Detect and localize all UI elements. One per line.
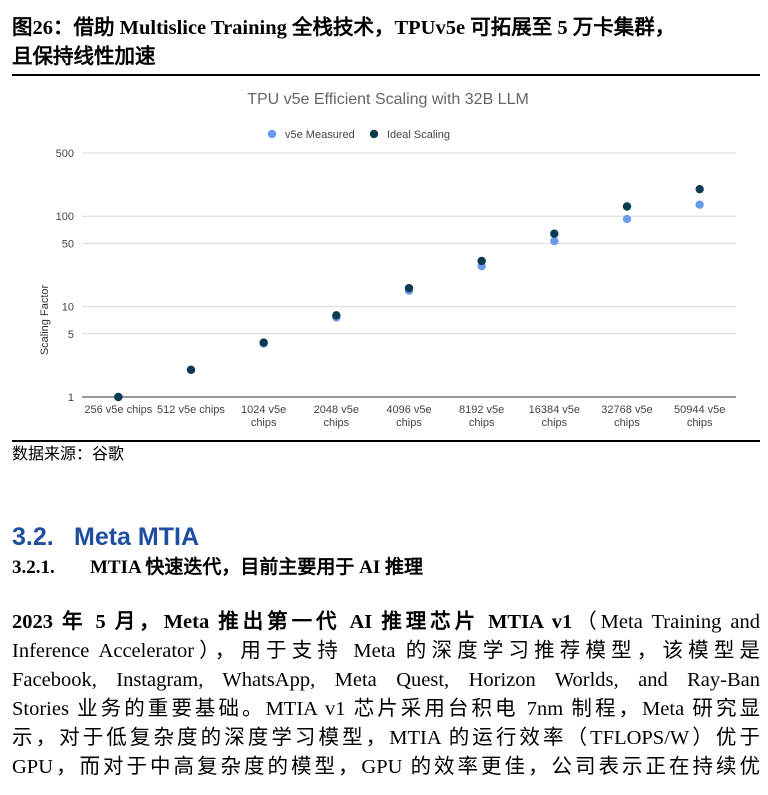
scaling-chart: TPU v5e Efficient Scaling with 32B LLM v…: [39, 91, 736, 429]
ideal-point: [404, 283, 414, 293]
legend-marker: [267, 129, 277, 139]
y-tick-label: 50: [62, 238, 74, 250]
paragraph-line-1: 2023 年 5 月，Meta 推出第一代 AI 推理芯片 MTIA v1（Me…: [12, 608, 760, 637]
figure-bottom-rule: [12, 440, 760, 442]
ideal-point: [695, 184, 704, 194]
y-axis-ticks: 1 5 10 50 100 500: [56, 148, 74, 404]
body-paragraph: 2023 年 5 月，Meta 推出第一代 AI 推理芯片 MTIA v1（Me…: [12, 608, 760, 782]
x-tick-label: 1024 v5e chips: [241, 404, 286, 429]
ideal-point: [186, 365, 196, 374]
paragraph-line-3: Facebook, Instagram, WhatsApp, Meta Ques…: [12, 669, 760, 691]
y-tick-label: 100: [56, 211, 74, 223]
x-axis-ticks: 256 v5e chips 512 v5e chips 1024 v5e chips 2…: [84, 404, 725, 429]
figure-title-line-1: 图26：借助 Multislice Training 全栈技术，TPUv5e 可…: [12, 17, 676, 39]
ideal-point: [622, 202, 632, 211]
y-axis-label: Scaling Factor: [39, 285, 51, 356]
x-tick-label: 512 v5e chips: [157, 404, 225, 416]
ideal-point: [114, 392, 123, 402]
paragraph-line-6: GPU，而对于中高复杂度的模型，GPU 的效率更佳，公司表示正在持续优: [12, 756, 760, 778]
measured-point: [695, 200, 704, 209]
subsection-title: MTIA 快速迭代，目前主要用于 AI 推理: [90, 557, 424, 578]
ideal-point: [550, 229, 559, 238]
section-heading: 3.2. Meta MTIA: [12, 521, 199, 553]
chart-title: TPU v5e Efficient Scaling with 32B LLM: [247, 91, 529, 108]
legend-item: v5e Measured: [267, 129, 355, 141]
legend-label: v5e Measured: [285, 129, 355, 141]
legend-label: Ideal Scaling: [387, 129, 450, 141]
x-tick-label: 256 v5e chips: [84, 404, 152, 416]
figure-source: 数据来源：谷歌: [12, 446, 125, 463]
chart-gridlines: [82, 152, 736, 398]
y-tick-label: 5: [68, 329, 74, 341]
ideal-point: [332, 311, 341, 320]
paragraph-lead: 2023 年 5 月，Meta 推出第一代 AI 推理芯片 MTIA v1: [12, 611, 573, 633]
x-tick-label: 32768 v5e chips: [601, 404, 652, 429]
subsection-number: 3.2.1.: [12, 557, 55, 578]
measured-point: [622, 214, 632, 224]
section-title: Meta MTIA: [74, 523, 199, 551]
y-tick-label: 1: [68, 392, 74, 404]
x-tick-label: 50944 v5e chips: [674, 404, 725, 429]
chart-points: [114, 184, 704, 402]
measured-point: [550, 236, 559, 246]
figure-title: 图26：借助 Multislice Training 全栈技术，TPUv5e 可…: [12, 14, 760, 72]
paragraph-line-5: 示，对于低复杂度的深度学习模型，MTIA 的运行效率（TFLOPS/W）优于: [12, 727, 760, 749]
ideal-point: [477, 256, 486, 266]
legend-item: Ideal Scaling: [369, 129, 450, 141]
paragraph-line-4: Stories 业务的重要基础。MTIA v1 芯片采用台积电 7nm 制程，M…: [12, 698, 760, 720]
paragraph-line-1-rest: （Meta Training and: [572, 611, 760, 633]
x-tick-label: 16384 v5e chips: [529, 404, 580, 429]
x-tick-label: 2048 v5e chips: [314, 404, 359, 429]
figure-top-rule: [12, 74, 760, 76]
x-tick-label: 4096 v5e chips: [386, 404, 431, 429]
legend-marker: [369, 129, 379, 139]
ideal-point: [259, 338, 268, 347]
subsection-heading: 3.2.1. MTIA 快速迭代，目前主要用于 AI 推理: [12, 555, 423, 581]
section-number: 3.2.: [12, 523, 54, 551]
x-tick-label: 8192 v5e chips: [459, 404, 504, 429]
chart-legend: v5e Measured Ideal Scaling: [267, 129, 450, 141]
figure-title-line-2: 且保持线性加速: [12, 46, 156, 68]
y-tick-label: 500: [56, 148, 74, 160]
y-tick-label: 10: [62, 302, 74, 314]
paragraph-line-2: Inference Accelerator），用于支持 Meta 的深度学习推荐…: [12, 640, 760, 662]
